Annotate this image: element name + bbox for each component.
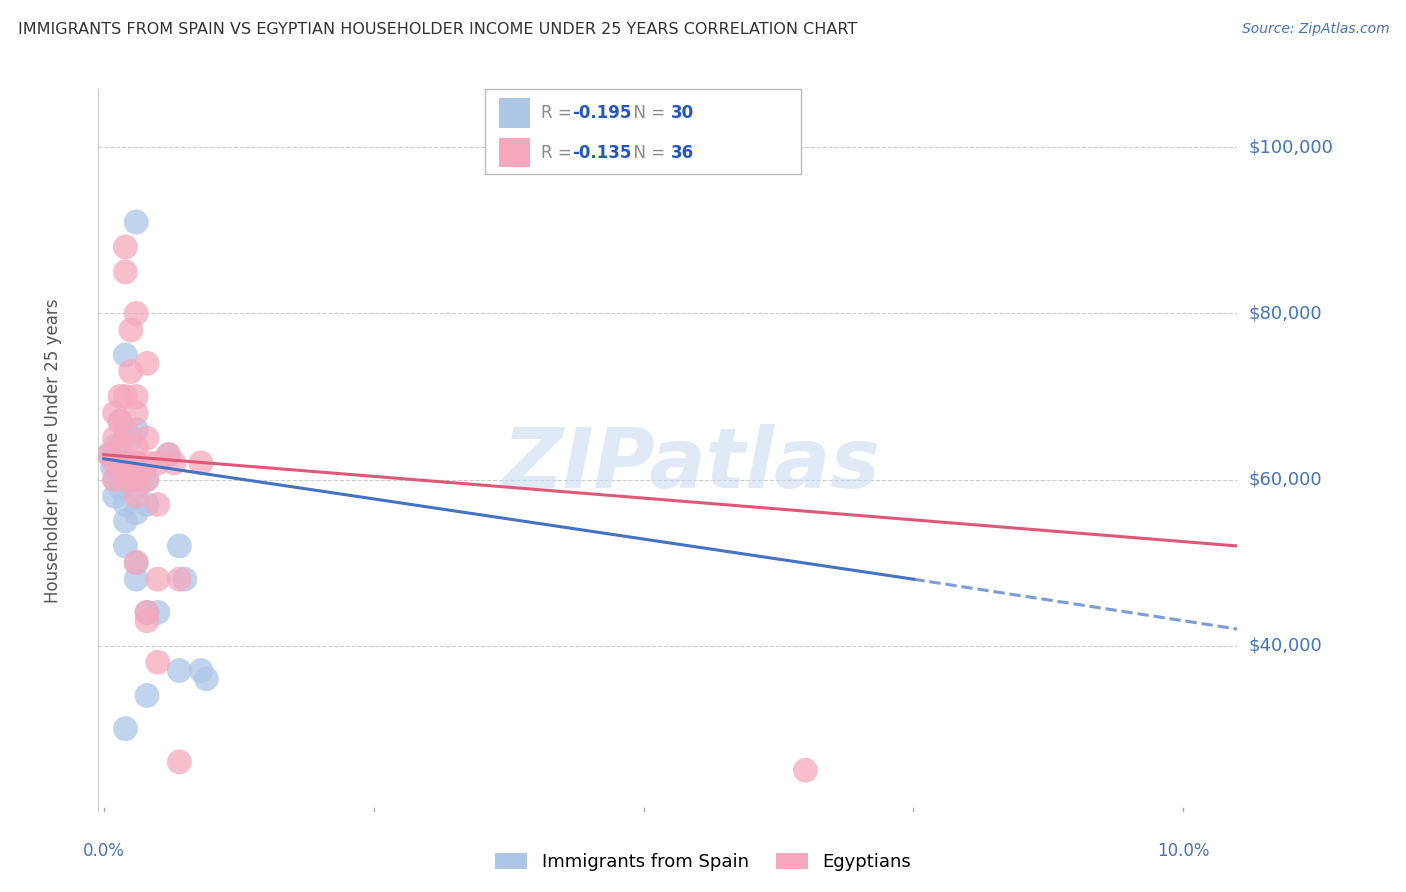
Point (101, 460, 124, 475)
Point (136, 473, 159, 487)
Point (114, 722, 136, 736)
Point (190, 456, 212, 470)
Point (114, 265, 136, 279)
Text: Source: ZipAtlas.com: Source: ZipAtlas.com (1241, 22, 1389, 37)
Point (125, 406, 148, 420)
Point (146, 572, 169, 586)
Point (125, 456, 148, 470)
Point (136, 456, 159, 470)
Point (108, 481, 131, 495)
Point (114, 539, 136, 553)
Text: $40,000: $40,000 (1249, 637, 1322, 655)
Point (169, 755, 191, 769)
Point (114, 423, 136, 437)
Point (163, 456, 186, 470)
Point (190, 664, 212, 678)
Text: ZIPatlas: ZIPatlas (502, 425, 880, 506)
Text: $60,000: $60,000 (1249, 470, 1322, 489)
Point (136, 606, 159, 620)
Point (125, 306, 148, 320)
Point (120, 473, 142, 487)
Point (157, 448, 180, 462)
Point (136, 498, 159, 512)
Text: 36: 36 (671, 144, 693, 161)
Text: 10.0%: 10.0% (1157, 842, 1209, 860)
Point (136, 356, 159, 370)
Point (104, 456, 127, 470)
Text: R =: R = (541, 144, 578, 161)
Point (114, 348, 136, 362)
Point (125, 556, 148, 570)
Point (136, 606, 159, 620)
Point (120, 365, 142, 379)
Point (114, 240, 136, 254)
Point (114, 514, 136, 528)
Point (125, 389, 148, 403)
Text: -0.135: -0.135 (572, 144, 631, 161)
Point (169, 539, 191, 553)
Point (104, 439, 127, 453)
Text: N =: N = (623, 104, 671, 122)
Text: 0.0%: 0.0% (83, 842, 125, 860)
Point (136, 689, 159, 703)
Legend: Immigrants from Spain, Egyptians: Immigrants from Spain, Egyptians (488, 846, 918, 879)
Point (108, 389, 131, 403)
Point (169, 572, 191, 586)
Point (125, 456, 148, 470)
Point (125, 215, 148, 229)
Text: Householder Income Under 25 years: Householder Income Under 25 years (44, 298, 62, 603)
Point (98, 448, 121, 462)
Text: $80,000: $80,000 (1249, 304, 1322, 322)
Text: R =: R = (541, 104, 578, 122)
Point (146, 498, 169, 512)
Point (136, 473, 159, 487)
Point (125, 439, 148, 453)
Point (146, 456, 169, 470)
Point (104, 473, 127, 487)
Point (114, 473, 136, 487)
Text: IMMIGRANTS FROM SPAIN VS EGYPTIAN HOUSEHOLDER INCOME UNDER 25 YEARS CORRELATION : IMMIGRANTS FROM SPAIN VS EGYPTIAN HOUSEH… (18, 22, 858, 37)
Point (104, 473, 127, 487)
Point (125, 572, 148, 586)
Point (146, 606, 169, 620)
Point (114, 389, 136, 403)
Point (195, 672, 218, 686)
Text: $100,000: $100,000 (1249, 138, 1333, 156)
Point (146, 655, 169, 669)
Point (108, 414, 131, 428)
Point (120, 431, 142, 445)
Point (108, 456, 131, 470)
Point (125, 473, 148, 487)
Point (173, 572, 195, 586)
Point (125, 423, 148, 437)
Point (169, 664, 191, 678)
Point (114, 473, 136, 487)
Point (125, 506, 148, 520)
Point (136, 431, 159, 445)
Point (108, 414, 131, 428)
Text: N =: N = (623, 144, 671, 161)
Point (104, 406, 127, 420)
Point (131, 473, 153, 487)
Point (157, 448, 180, 462)
Point (120, 323, 142, 337)
Text: -0.195: -0.195 (572, 104, 631, 122)
Point (104, 489, 127, 503)
Text: 30: 30 (671, 104, 693, 122)
Point (114, 498, 136, 512)
Point (114, 456, 136, 470)
Point (125, 489, 148, 503)
Point (108, 439, 131, 453)
Point (104, 431, 127, 445)
Point (125, 481, 148, 495)
Point (136, 614, 159, 628)
Point (114, 456, 136, 470)
Point (125, 556, 148, 570)
Point (794, 763, 817, 777)
Point (98, 448, 121, 462)
